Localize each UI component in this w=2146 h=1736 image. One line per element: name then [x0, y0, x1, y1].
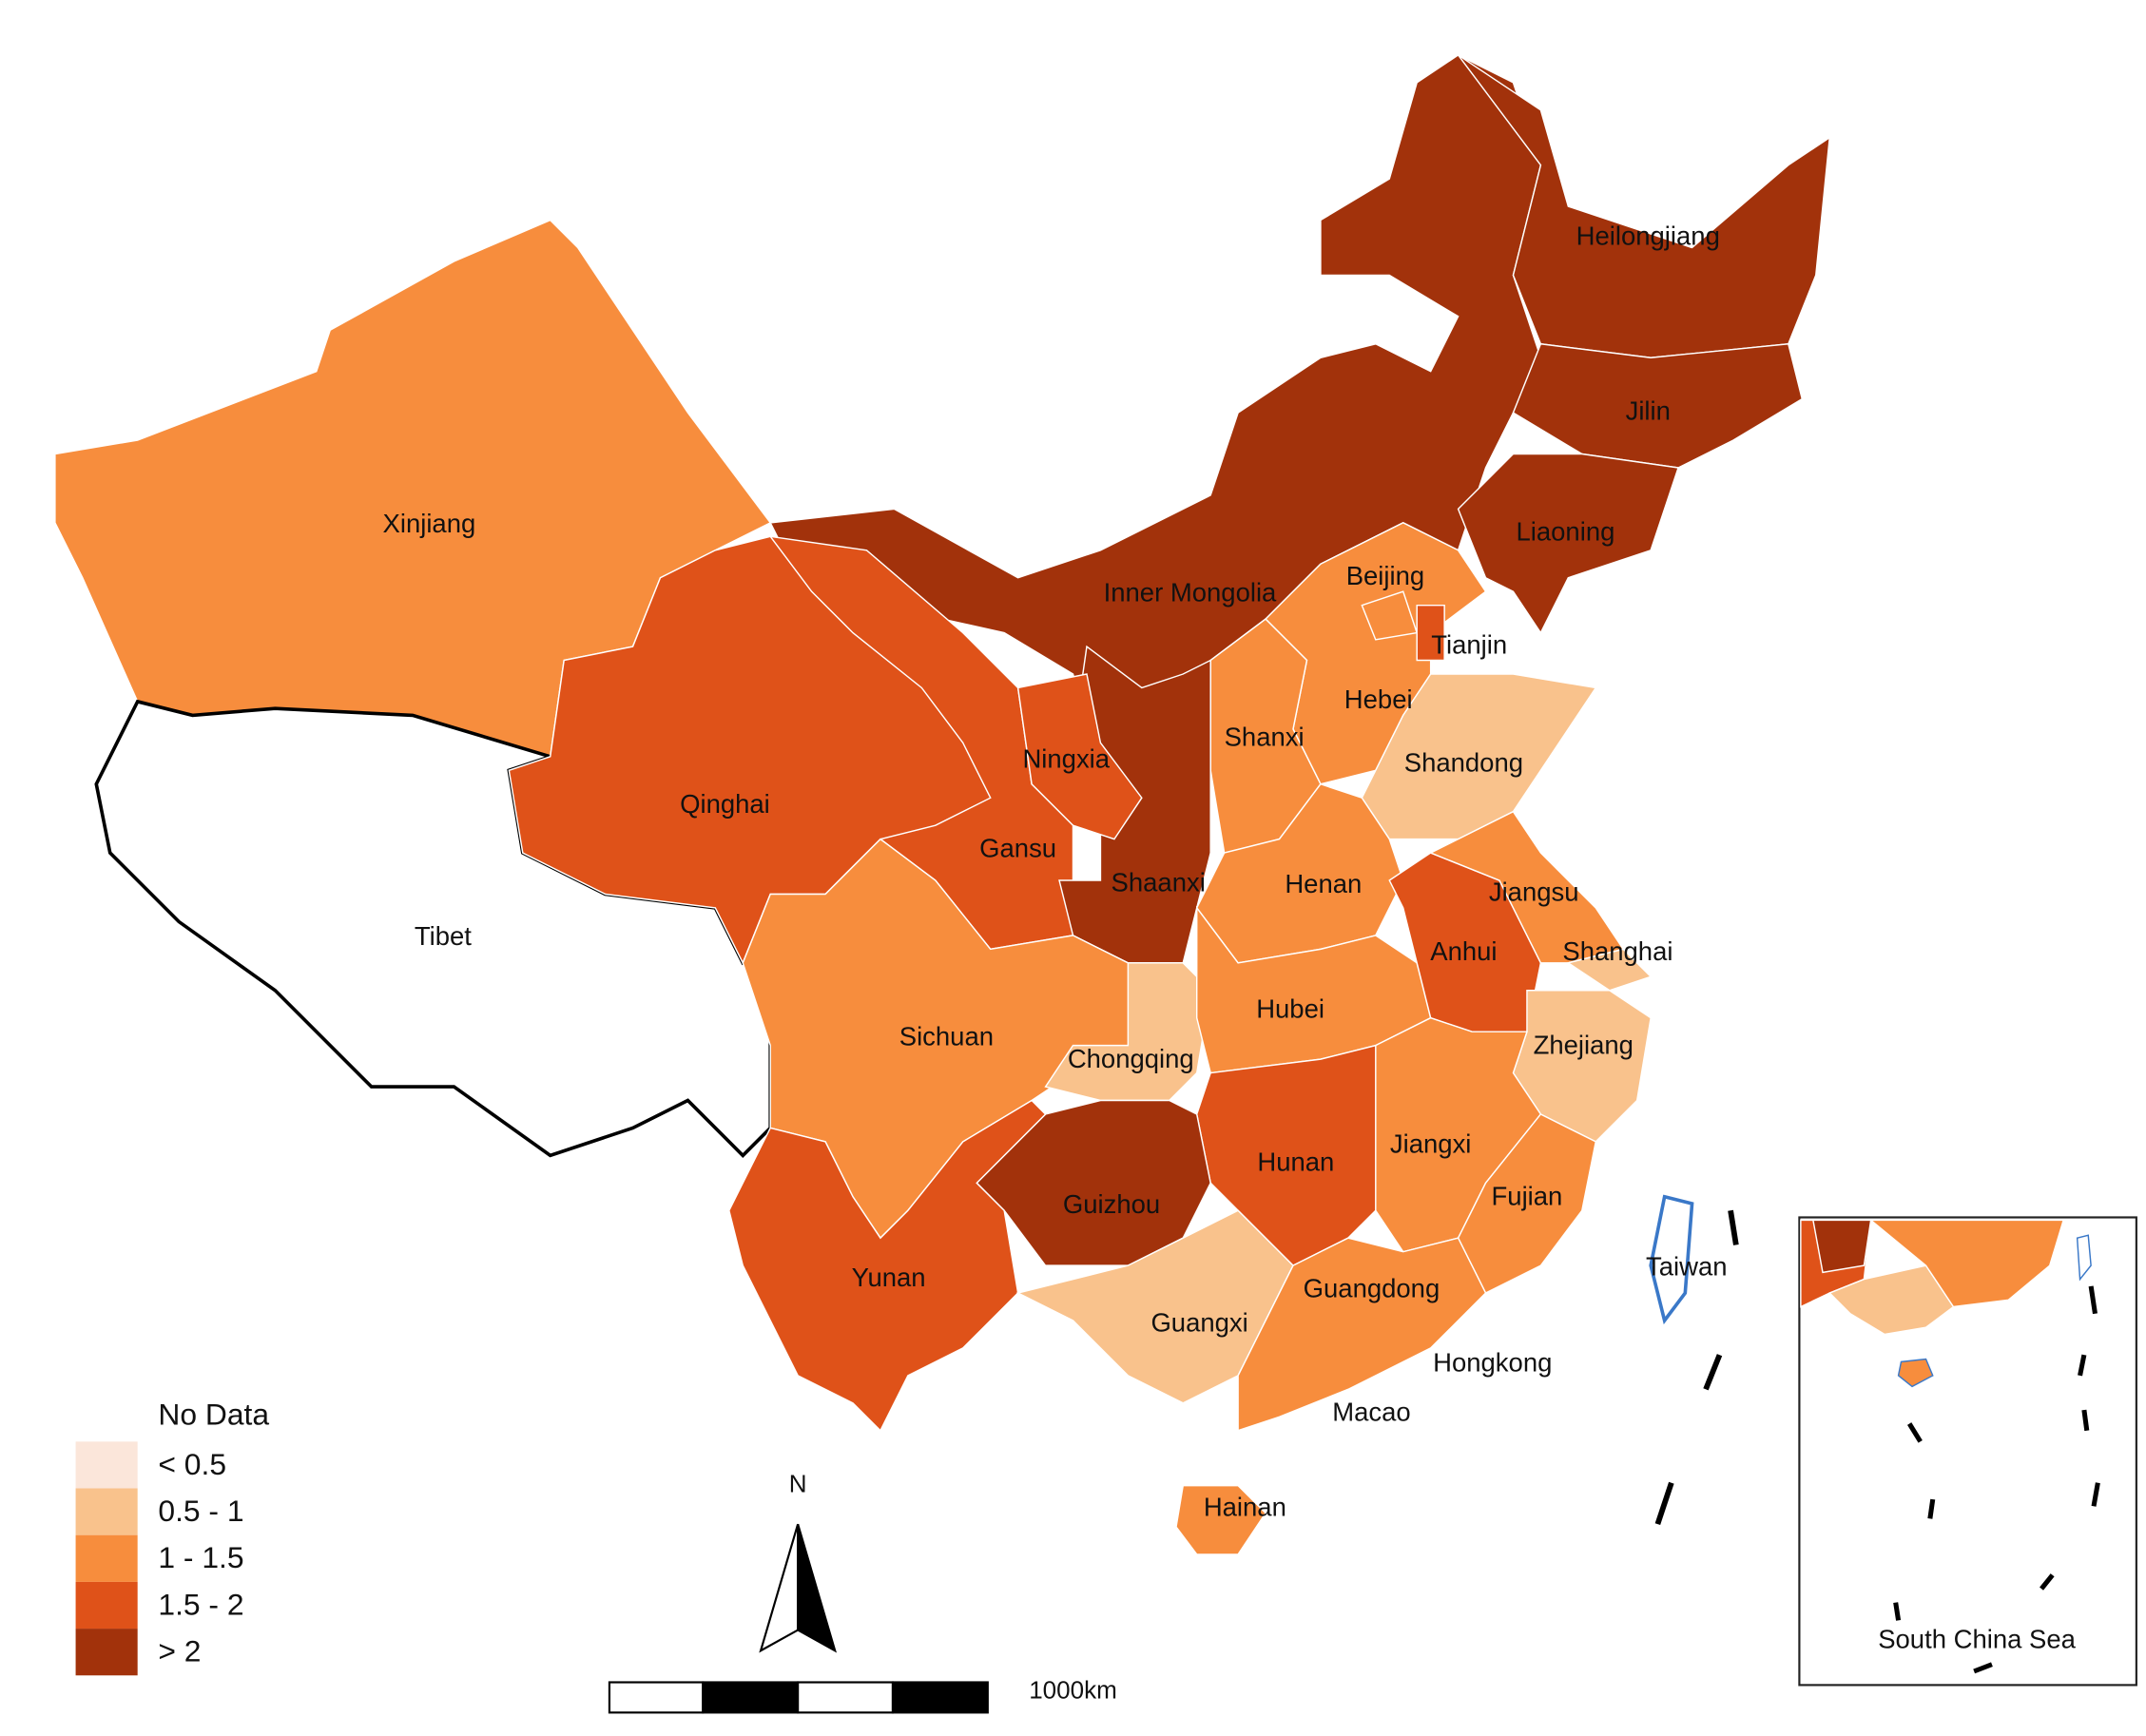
- region: [1512, 342, 1804, 469]
- scale-bar: [608, 1681, 989, 1714]
- place-label: Hongkong: [1433, 1348, 1552, 1378]
- dash: [2081, 1409, 2090, 1432]
- region: [1416, 604, 1445, 662]
- dash-lines: [1654, 1209, 1739, 1526]
- region-label: Jiangsu: [1489, 878, 1579, 907]
- region-label: Guangxi: [1150, 1308, 1247, 1338]
- scale-seg: [891, 1681, 989, 1714]
- scale-seg: [702, 1681, 800, 1714]
- dash: [2088, 1285, 2098, 1315]
- dash: [1973, 1662, 1993, 1674]
- arrow-left: [759, 1523, 800, 1653]
- dash: [2091, 1482, 2100, 1507]
- legend-swatch: [75, 1534, 138, 1582]
- legend-label: < 0.5: [158, 1447, 226, 1481]
- dash: [2040, 1573, 2055, 1591]
- region-label: Fujian: [1492, 1181, 1563, 1210]
- north-arrow: N: [759, 1469, 837, 1653]
- region-label: Guizhou: [1063, 1189, 1160, 1219]
- region-label: Liaoning: [1517, 517, 1615, 547]
- dash: [1906, 1422, 1923, 1443]
- inset-dashes: [1893, 1285, 2100, 1674]
- inset-land: [1827, 1264, 1955, 1336]
- region-label: Shandong: [1404, 748, 1523, 778]
- place-label: Macao: [1332, 1398, 1410, 1427]
- region-label: Tibet: [415, 921, 472, 951]
- dash: [1893, 1602, 1902, 1621]
- region-label: Hubei: [1256, 994, 1324, 1024]
- inset-title: South China Sea: [1878, 1624, 2076, 1653]
- scale-seg: [608, 1681, 705, 1714]
- region-label: Zhejiang: [1534, 1030, 1634, 1059]
- region-label: Guangdong: [1304, 1273, 1440, 1302]
- region: [508, 535, 992, 965]
- region-label: Hebei: [1344, 685, 1413, 714]
- legend-swatch: [75, 1488, 138, 1535]
- region-label: Ningxia: [1022, 743, 1110, 773]
- region-label: Anhui: [1430, 936, 1497, 966]
- arrow-right: [797, 1523, 837, 1653]
- region: [1237, 1237, 1487, 1432]
- legend-label: 0.5 - 1: [158, 1494, 243, 1528]
- dash: [1654, 1481, 1674, 1526]
- region-label: Inner Mongolia: [1104, 577, 1277, 607]
- inset-land: [1812, 1219, 1872, 1274]
- region-label: Jilin: [1626, 395, 1671, 425]
- region: [1458, 54, 1831, 358]
- legend-swatch: [75, 1395, 138, 1442]
- region: [1649, 1194, 1694, 1325]
- north-label: N: [789, 1469, 807, 1497]
- region: [1457, 453, 1680, 635]
- legend-label: 1 - 1.5: [158, 1540, 243, 1574]
- region-label: Jiangxi: [1390, 1129, 1472, 1159]
- region-label: Yunan: [852, 1263, 926, 1292]
- region-label: Hunan: [1257, 1147, 1334, 1176]
- region: [1016, 673, 1143, 840]
- region-label: Gansu: [979, 833, 1056, 862]
- legend-swatch: [75, 1629, 138, 1676]
- inset-land: [1897, 1358, 1934, 1388]
- region-label: Heilongjiang: [1576, 222, 1720, 251]
- region-label: Shanghai: [1562, 936, 1672, 966]
- region-label: Beijing: [1346, 561, 1424, 590]
- inset: South China Sea: [1798, 1216, 2137, 1687]
- legend: No Data < 0.5 0.5 - 1 1 - 1.5 1.5 - 2 > 2: [75, 1395, 269, 1676]
- region-label: Shaanxi: [1112, 868, 1206, 897]
- scale-seg: [797, 1681, 895, 1714]
- legend-label: > 2: [158, 1634, 201, 1668]
- dash: [1728, 1209, 1739, 1245]
- regions: [54, 54, 1831, 1555]
- region-label: Taiwan: [1646, 1251, 1728, 1281]
- region-label: Shanxi: [1225, 722, 1305, 751]
- region: [1175, 1484, 1266, 1555]
- dash: [1927, 1498, 1936, 1519]
- labels: Xinjiang Tibet Inner Mongolia Gansu Qinghai H…: [383, 222, 1728, 1522]
- legend-label: No Data: [158, 1398, 269, 1432]
- dash: [1703, 1354, 1723, 1391]
- region: [728, 1099, 1047, 1432]
- legend-swatch: [75, 1441, 138, 1489]
- legend-swatch: [75, 1581, 138, 1630]
- region-label: Chongqing: [1068, 1044, 1194, 1073]
- region-label: Sichuan: [899, 1022, 994, 1051]
- region-label: Henan: [1285, 869, 1362, 898]
- dash: [2078, 1354, 2087, 1377]
- inset-land: [1868, 1219, 2065, 1308]
- inset-land: [2076, 1234, 2092, 1282]
- region-label: Xinjiang: [383, 509, 476, 538]
- region-label: Hainan: [1204, 1492, 1286, 1521]
- region: [1566, 948, 1653, 992]
- region-label: Qinghai: [680, 789, 770, 819]
- legend-label: 1.5 - 2: [158, 1587, 243, 1621]
- region-label: Tianjin: [1431, 629, 1507, 659]
- scale-label: 1000km: [1029, 1676, 1117, 1705]
